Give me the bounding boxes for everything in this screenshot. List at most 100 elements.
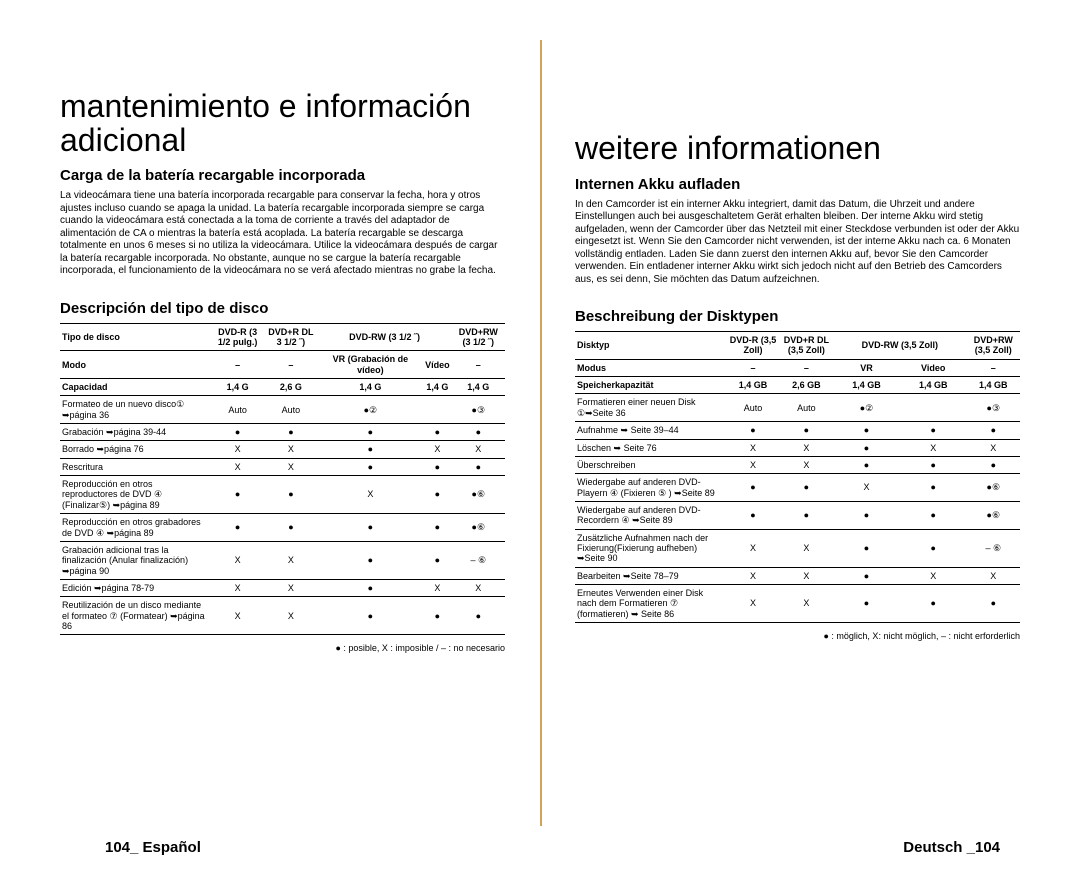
table-subheader-row: Modus – – VR Video – (575, 359, 1020, 376)
table-row: Capacidad1,4 G2,6 G1,4 G1,4 G1,4 G (60, 379, 505, 396)
cell: Formatieren einer neuen Disk ①➥Seite 36 (575, 394, 726, 422)
cell: ● (726, 474, 779, 502)
cell: X (726, 584, 779, 622)
page-divider (540, 40, 542, 826)
cell: X (900, 567, 967, 584)
table-row: Borrado ➥página 76XX●XX (60, 441, 505, 458)
cell: Speicherkapazität (575, 377, 726, 394)
cell: ●② (318, 396, 424, 424)
cell: X (780, 567, 833, 584)
hdr-5: DVD+RW (3 1/2 ˝) (452, 323, 505, 351)
cell: ● (780, 474, 833, 502)
cell: ● (967, 456, 1020, 473)
cell: X (264, 597, 317, 635)
cell: ● (967, 422, 1020, 439)
sub-4: Vídeo (423, 351, 452, 379)
cell: ● (900, 474, 967, 502)
cell: Reproducción en otros grabadores de DVD … (60, 514, 211, 542)
cell: 1,4 G (211, 379, 264, 396)
right-column: weitere informationen Internen Akku aufl… (575, 40, 1020, 866)
cell: X (264, 579, 317, 596)
table-subheader-row: Modo – – VR (Grabación de vídeo) Vídeo – (60, 351, 505, 379)
cell: Reutilización de un disco mediante el fo… (60, 597, 211, 635)
cell: ● (318, 597, 424, 635)
right-disc-table: Disktyp DVD-R (3,5 Zoll) DVD+R DL (3,5 Z… (575, 331, 1020, 623)
cell: ● (423, 458, 452, 475)
cell: ● (211, 424, 264, 441)
rsub-0: Modus (575, 359, 726, 376)
table-row: Formatieren einer neuen Disk ①➥Seite 36A… (575, 394, 1020, 422)
cell: Reproducción en otros reproductores de D… (60, 476, 211, 514)
cell: – ⑥ (967, 529, 1020, 567)
cell: ● (833, 439, 900, 456)
table-row: Speicherkapazität1,4 GB2,6 GB1,4 GB1,4 G… (575, 377, 1020, 394)
footer-left: 104_ Español (105, 839, 201, 856)
cell: ● (264, 476, 317, 514)
rsub-3: VR (833, 359, 900, 376)
cell (900, 394, 967, 422)
cell: X (423, 579, 452, 596)
cell: X (211, 597, 264, 635)
cell: 1,4 GB (967, 377, 1020, 394)
cell (423, 396, 452, 424)
cell: 1,4 GB (726, 377, 779, 394)
sub-5: – (452, 351, 505, 379)
cell: 2,6 GB (780, 377, 833, 394)
cell: ● (452, 424, 505, 441)
cell: Wiedergabe auf anderen DVD-Recordern ④ ➥… (575, 501, 726, 529)
cell: ● (967, 584, 1020, 622)
cell: ● (780, 422, 833, 439)
right-legend: ● : möglich, X: nicht möglich, – : nicht… (575, 631, 1020, 641)
rhdr-2: DVD+R DL (3,5 Zoll) (780, 332, 833, 360)
rhdr-0: Disktyp (575, 332, 726, 360)
cell: Grabación adicional tras la finalización… (60, 541, 211, 579)
cell: ●⑥ (452, 476, 505, 514)
cell: 2,6 G (264, 379, 317, 396)
cell: ● (318, 424, 424, 441)
cell: Auto (264, 396, 317, 424)
cell: ●③ (452, 396, 505, 424)
cell: 1,4 G (318, 379, 424, 396)
cell: Capacidad (60, 379, 211, 396)
cell: X (726, 439, 779, 456)
hdr-1: DVD-R (3 1/2 pulg.) (211, 323, 264, 351)
table-row: Reproducción en otros reproductores de D… (60, 476, 505, 514)
cell: X (967, 439, 1020, 456)
table-row: Reproducción en otros grabadores de DVD … (60, 514, 505, 542)
left-disc-table: Tipo de disco DVD-R (3 1/2 pulg.) DVD+R … (60, 323, 505, 636)
cell: Zusätzliche Aufnahmen nach der Fixierung… (575, 529, 726, 567)
cell: X (211, 458, 264, 475)
cell: Erneutes Verwenden einer Disk nach dem F… (575, 584, 726, 622)
table-row: Erneutes Verwenden einer Disk nach dem F… (575, 584, 1020, 622)
cell: ● (726, 422, 779, 439)
cell: X (780, 456, 833, 473)
cell: Wiedergabe auf anderen DVD-Playern ④ (Fi… (575, 474, 726, 502)
cell: ● (318, 541, 424, 579)
cell: X (967, 567, 1020, 584)
table-row: RescrituraXX●●● (60, 458, 505, 475)
right-title: weitere informationen (575, 132, 1020, 166)
rsub-1: – (726, 359, 779, 376)
table-row: Aufnahme ➥ Seite 39–44●●●●● (575, 422, 1020, 439)
cell: 1,4 GB (900, 377, 967, 394)
cell: X (264, 541, 317, 579)
cell: X (726, 567, 779, 584)
table-row: Grabación adicional tras la finalización… (60, 541, 505, 579)
rsub-2: – (780, 359, 833, 376)
cell: ● (833, 422, 900, 439)
cell: X (780, 529, 833, 567)
left-column: mantenimiento e información adicional Ca… (60, 40, 505, 866)
cell: ● (211, 514, 264, 542)
cell: ● (900, 501, 967, 529)
cell: ● (833, 584, 900, 622)
cell: ● (900, 529, 967, 567)
sub-3: VR (Grabación de vídeo) (318, 351, 424, 379)
cell: Rescritura (60, 458, 211, 475)
cell: ●⑥ (967, 501, 1020, 529)
cell: ● (318, 579, 424, 596)
cell: ● (780, 501, 833, 529)
left-s1-body: La videocámara tiene una batería incorpo… (60, 190, 505, 278)
cell: X (211, 541, 264, 579)
cell: Auto (211, 396, 264, 424)
cell: Löschen ➥ Seite 76 (575, 439, 726, 456)
